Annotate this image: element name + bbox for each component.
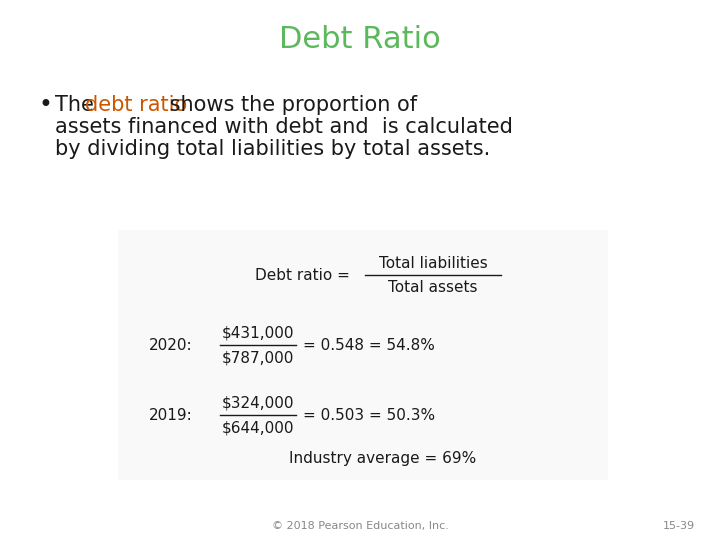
Text: Industry average = 69%: Industry average = 69% [289,450,477,465]
Text: 2020:: 2020: [149,338,193,353]
Text: Total liabilities: Total liabilities [379,255,487,271]
FancyBboxPatch shape [114,226,612,484]
Text: $787,000: $787,000 [222,350,294,366]
Text: $431,000: $431,000 [222,326,294,341]
Text: Debt Ratio: Debt Ratio [279,25,441,55]
Text: 15-39: 15-39 [663,521,695,531]
Text: © 2018 Pearson Education, Inc.: © 2018 Pearson Education, Inc. [271,521,449,531]
Text: $644,000: $644,000 [222,421,294,435]
Text: Total assets: Total assets [388,280,478,295]
Text: assets financed with debt and  is calculated: assets financed with debt and is calcula… [55,117,513,137]
Text: debt ratio: debt ratio [85,95,187,115]
Text: $324,000: $324,000 [222,395,294,410]
Text: 2019:: 2019: [149,408,193,422]
Text: •: • [38,93,52,117]
Text: Debt ratio =: Debt ratio = [256,267,355,282]
Text: = 0.548 = 54.8%: = 0.548 = 54.8% [303,338,435,353]
Text: by dividing total liabilities by total assets.: by dividing total liabilities by total a… [55,139,490,159]
Text: The: The [55,95,101,115]
Text: = 0.503 = 50.3%: = 0.503 = 50.3% [303,408,435,422]
Text: shows the proportion of: shows the proportion of [163,95,417,115]
